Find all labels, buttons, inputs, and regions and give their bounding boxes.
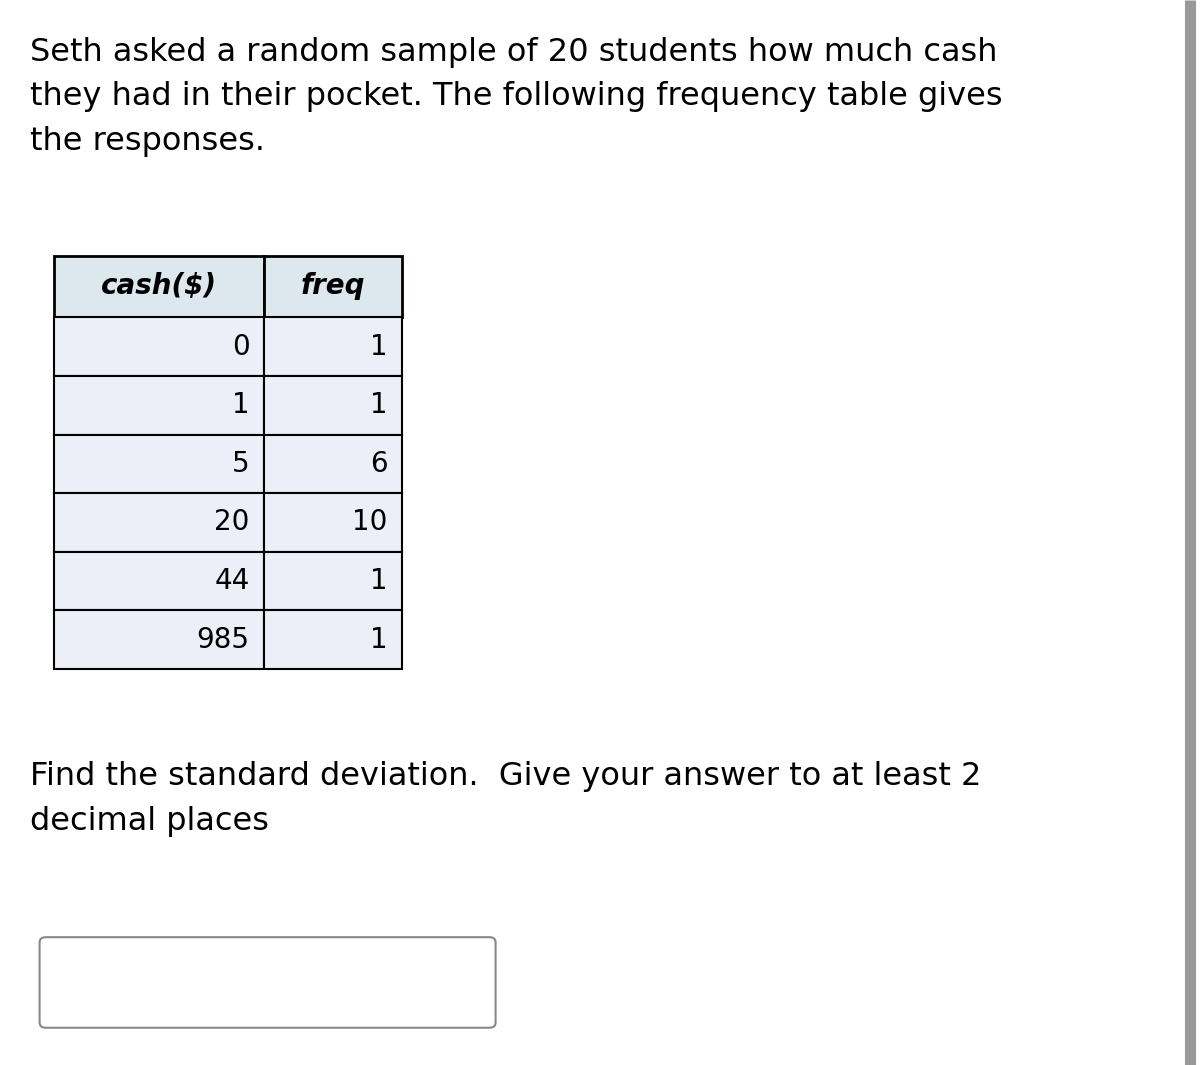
FancyBboxPatch shape (40, 937, 496, 1028)
Text: 1: 1 (370, 567, 388, 595)
Bar (264, 256, 402, 317)
Bar (264, 317, 402, 376)
Bar (54, 610, 264, 669)
Text: 0: 0 (232, 332, 250, 361)
Text: Seth asked a random sample of 20 students how much cash
they had in their pocket: Seth asked a random sample of 20 student… (30, 37, 1003, 157)
Bar (54, 376, 264, 435)
Text: 10: 10 (353, 508, 388, 537)
Text: 1: 1 (232, 391, 250, 420)
Bar (264, 610, 402, 669)
Bar (54, 552, 264, 610)
Text: 5: 5 (232, 449, 250, 478)
Bar (54, 317, 264, 376)
Text: Find the standard deviation.  Give your answer to at least 2
decimal places: Find the standard deviation. Give your a… (30, 761, 982, 837)
Bar (264, 552, 402, 610)
Text: 20: 20 (215, 508, 250, 537)
Text: freq: freq (301, 273, 365, 300)
Text: 1: 1 (370, 391, 388, 420)
Bar (54, 256, 264, 317)
Text: 6: 6 (370, 449, 388, 478)
Bar (264, 493, 402, 552)
Text: 985: 985 (197, 625, 250, 654)
Text: 44: 44 (215, 567, 250, 595)
Bar (264, 435, 402, 493)
Bar (264, 376, 402, 435)
Bar (54, 435, 264, 493)
Bar (54, 493, 264, 552)
Text: 1: 1 (370, 332, 388, 361)
Text: cash($): cash($) (101, 273, 217, 300)
Text: 1: 1 (370, 625, 388, 654)
